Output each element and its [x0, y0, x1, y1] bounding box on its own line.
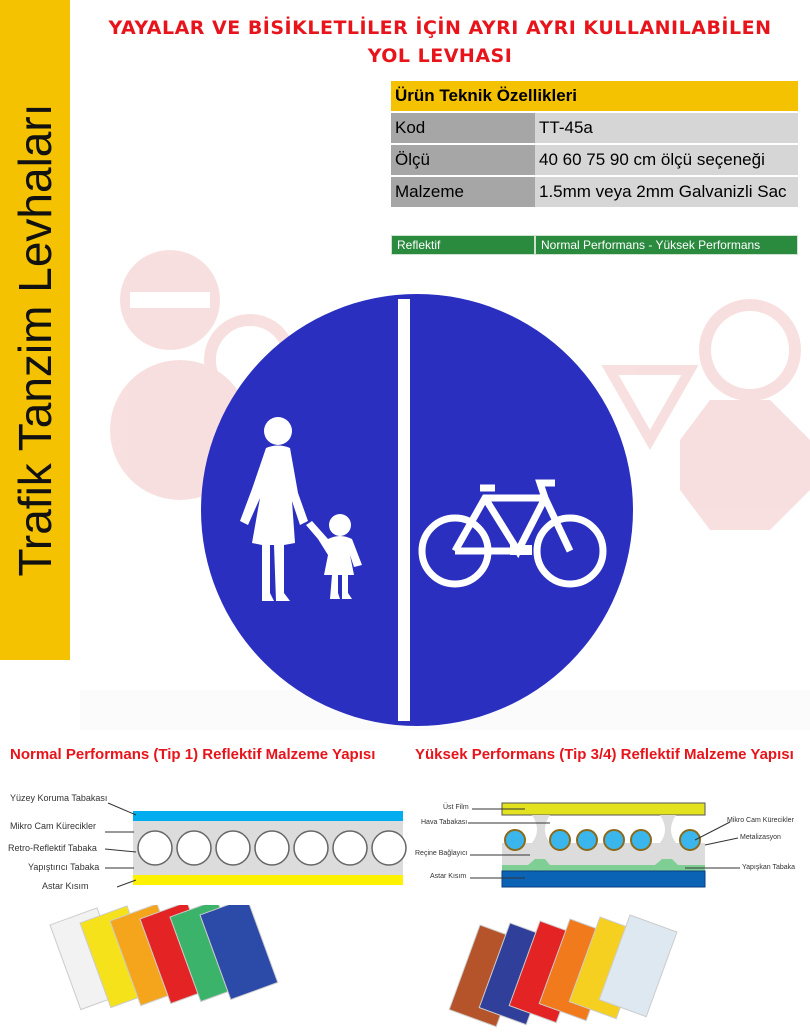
spec-key: Malzeme: [391, 177, 535, 207]
layer-label: Retro-Reflektif Tabaka: [8, 843, 97, 853]
reflective-value: Normal Performans - Yüksek Performans: [535, 235, 798, 255]
spec-heading: Ürün Teknik Özellikleri: [391, 81, 798, 111]
category-sidebar: Trafik Tanzim Levhaları: [0, 0, 70, 660]
reflective-swatches-image: [49, 905, 678, 1028]
pedestrian-adult-child-icon: [240, 417, 362, 601]
layer-label: Hava Tabakası: [421, 819, 468, 826]
traffic-sign-tt45a: [201, 294, 633, 726]
title-line-2: YOL LEVHASI: [367, 45, 513, 67]
reflective-row: Reflektif Normal Performans - Yüksek Per…: [391, 235, 798, 255]
layer-label: Yapıştırıcı Tabaka: [28, 862, 100, 872]
layer-label: Metalizasyon: [740, 834, 781, 841]
layer-label: Üst Film: [443, 804, 469, 811]
high-structure-diagram: [468, 802, 740, 888]
divider-stripe: [398, 299, 410, 721]
layer-label: Mikro Cam Kürecikler: [10, 821, 97, 831]
layer-label: Yüzey Koruma Tabakası: [10, 793, 108, 803]
bicycle-icon: [418, 479, 607, 588]
spec-key: Kod: [391, 113, 535, 143]
normal-performance-title: Normal Performans (Tip 1) Reflektif Malz…: [10, 746, 376, 763]
reflective-swatch: [199, 905, 279, 1001]
spec-row: Malzeme 1.5mm veya 2mm Galvanizli Sac: [391, 177, 798, 207]
layer-label: Astar Kısım: [42, 881, 89, 891]
normal-structure-diagram: [104, 802, 407, 888]
reflective-key: Reflektif: [391, 235, 535, 255]
layer-label: Astar Kısım: [430, 873, 467, 880]
spec-table: Ürün Teknik Özellikleri Kod TT-45a Ölçü 40…: [391, 79, 798, 209]
spec-value: TT-45a: [535, 113, 798, 143]
page-title: YAYALAR VE BİSİKLETLİLER İÇİN AYRI AYRI …: [80, 14, 800, 70]
layer-label: Mikro Cam Kürecikler: [727, 817, 794, 824]
sign-disc: [201, 294, 633, 726]
spec-row: Ölçü 40 60 75 90 cm ölçü seçeneği: [391, 145, 798, 175]
layer-label: Reçine Bağlayıcı: [415, 850, 468, 857]
high-performance-title: Yüksek Performans (Tip 3/4) Reflektif Ma…: [415, 746, 794, 763]
spec-key: Ölçü: [391, 145, 535, 175]
spec-row: Kod TT-45a: [391, 113, 798, 143]
background-signs-image: [80, 250, 810, 730]
spec-value: 40 60 75 90 cm ölçü seçeneği: [535, 145, 798, 175]
layer-label: Yapışkan Tabaka: [742, 864, 796, 871]
reflective-swatch: [598, 914, 678, 1018]
title-line-1: YAYALAR VE BİSİKLETLİLER İÇİN AYRI AYRI …: [108, 17, 772, 39]
category-label: Trafik Tanzim Levhaları: [9, 103, 61, 577]
spec-value: 1.5mm veya 2mm Galvanizli Sac: [535, 177, 798, 207]
